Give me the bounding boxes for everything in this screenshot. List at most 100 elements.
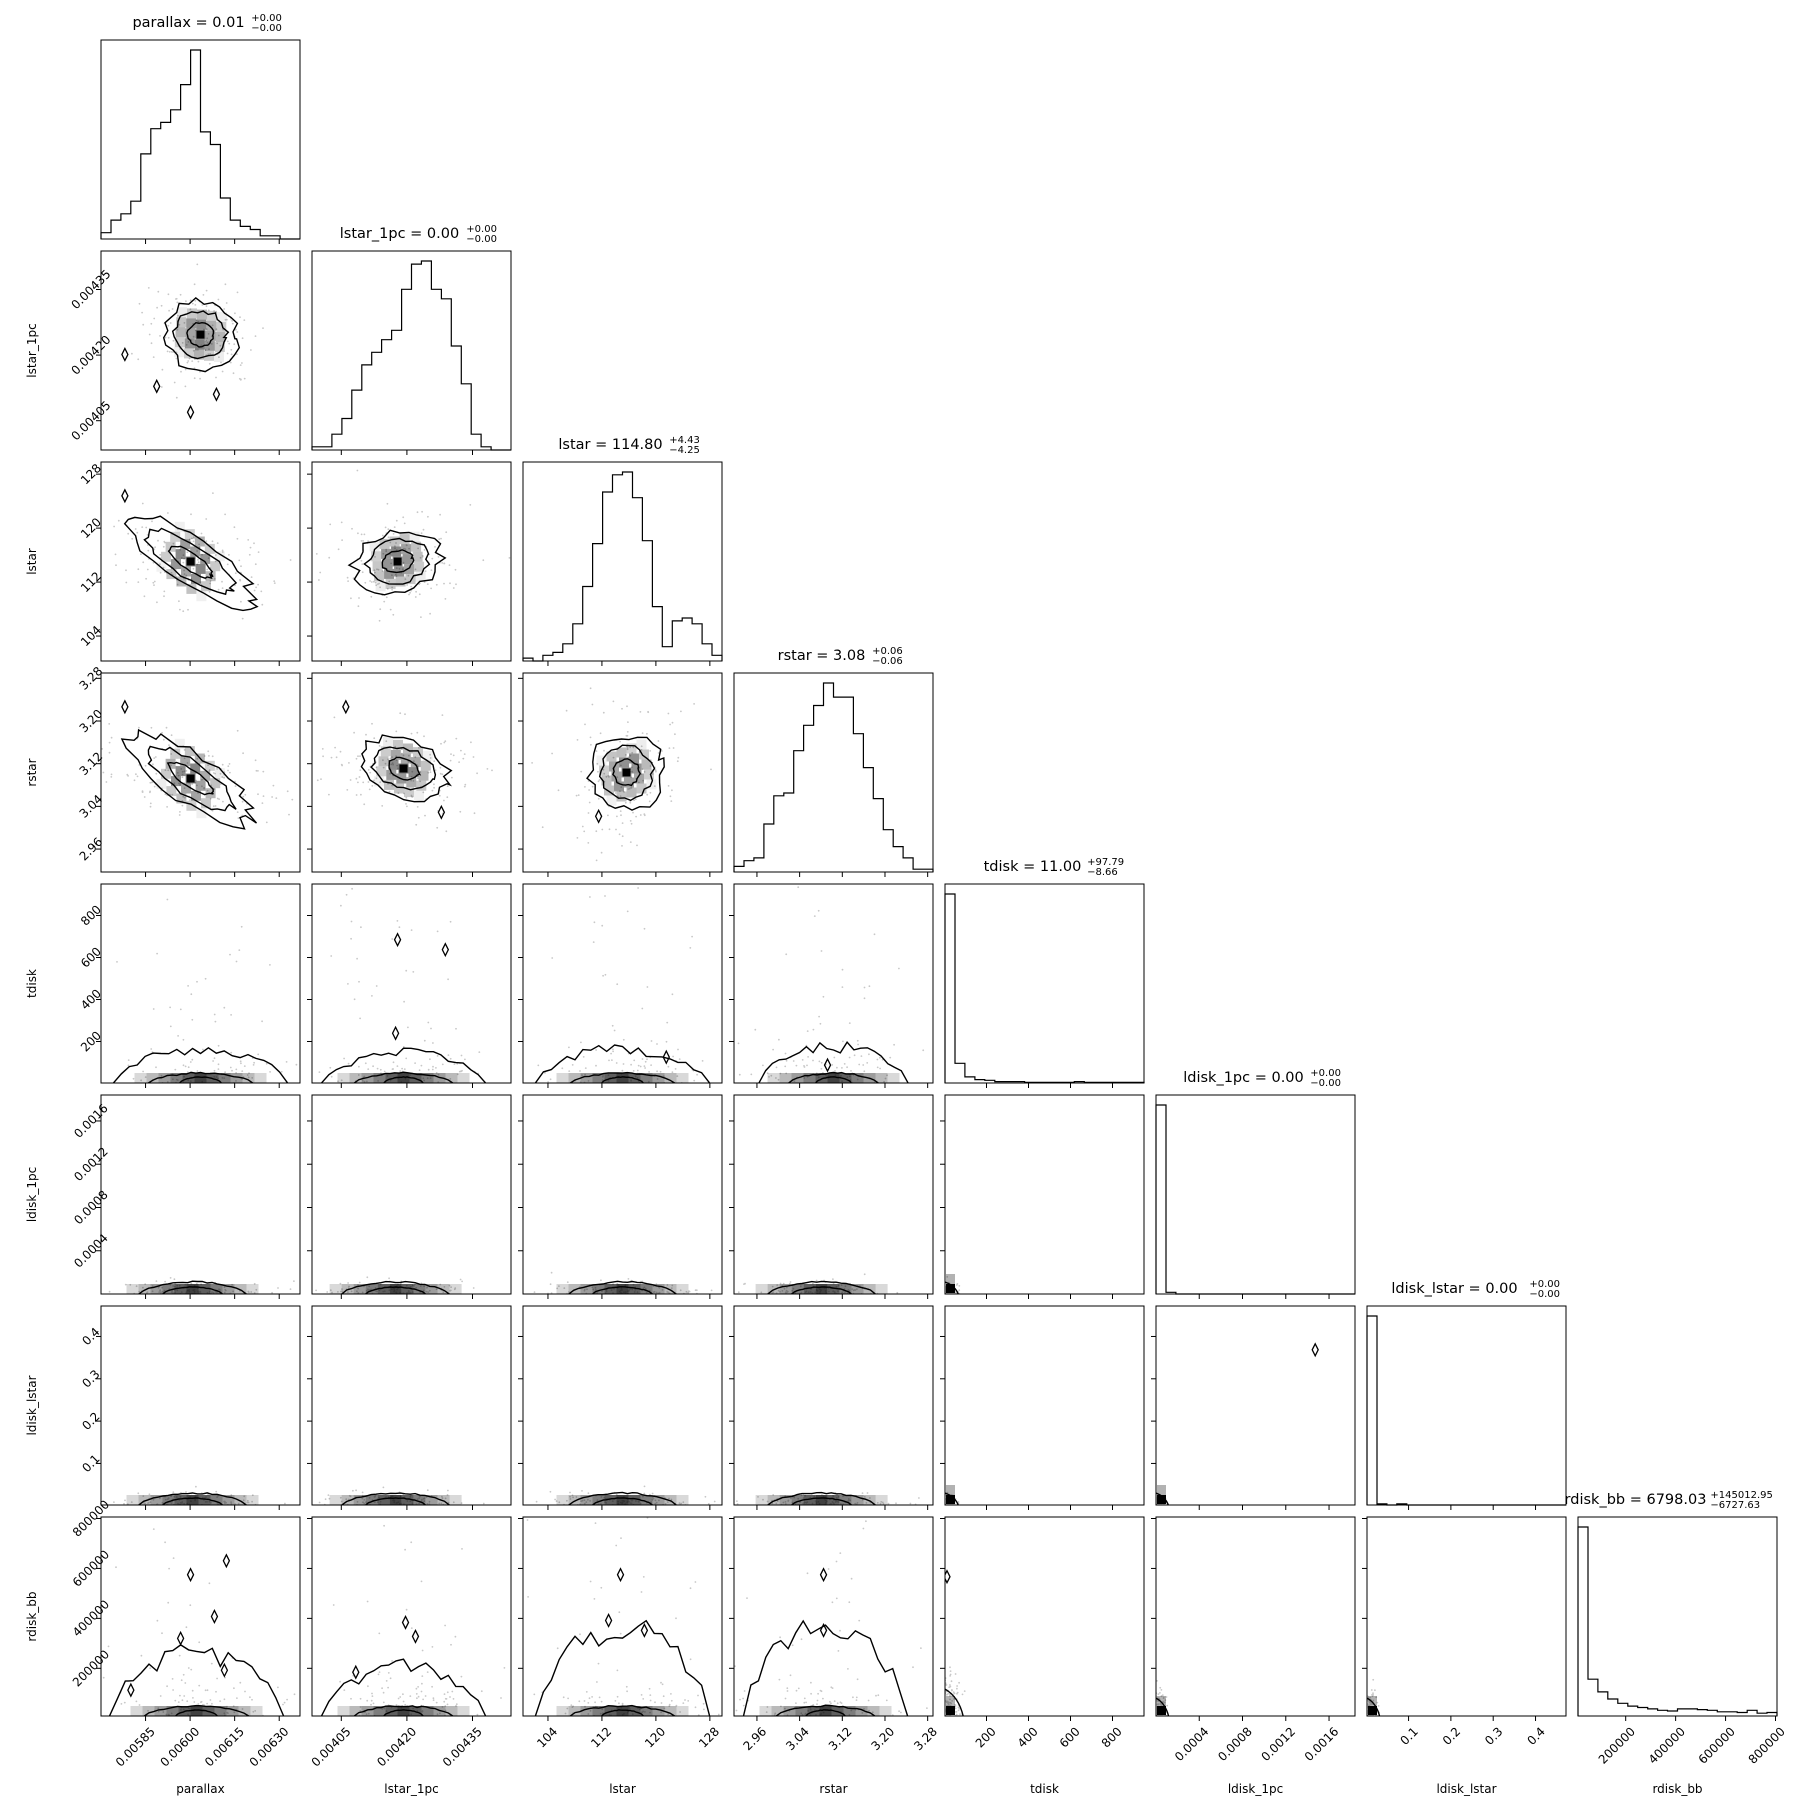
sample-point [348, 762, 350, 764]
density-cell [365, 1495, 378, 1505]
sample-point [464, 1058, 466, 1061]
sample-point [785, 1059, 788, 1062]
sample-point [179, 293, 182, 296]
sample-point [644, 1060, 647, 1063]
density-cell [397, 1073, 410, 1083]
contour-outer [945, 1492, 959, 1505]
sample-point [230, 1051, 233, 1054]
title-plus-error: +0.00 [1310, 1068, 1341, 1079]
sample-point [203, 328, 205, 331]
sample-point [361, 563, 364, 565]
sample-point [428, 1500, 431, 1503]
sample-point [812, 1059, 814, 1062]
sample-point [169, 1025, 172, 1028]
density-cell [1157, 1495, 1166, 1504]
sample-point [175, 297, 178, 300]
density-cell [437, 1495, 450, 1505]
sample-point [401, 1067, 403, 1070]
sample-point [685, 1290, 688, 1293]
sample-point [373, 779, 375, 782]
sample-point [206, 1702, 209, 1705]
sample-point [333, 716, 336, 719]
sample-point [150, 726, 153, 729]
sample-point [391, 1660, 393, 1662]
sample-point [579, 1633, 581, 1636]
sample-point [654, 1499, 657, 1502]
sample-point [184, 1065, 187, 1068]
sample-point [206, 568, 209, 571]
sample-point [441, 1495, 443, 1498]
density-cell [150, 1284, 163, 1294]
sample-point [408, 754, 410, 757]
x-tick-label: 0.0016 [1302, 1724, 1342, 1764]
sample-point [649, 1694, 652, 1696]
sample-point [687, 1700, 690, 1702]
sample-point [363, 1075, 366, 1078]
sample-point [569, 1498, 572, 1500]
sample-point [153, 757, 156, 759]
sample-point [615, 1544, 618, 1547]
sample-point [230, 348, 233, 351]
density-cell [365, 1284, 378, 1294]
sample-point [410, 776, 413, 778]
sample-point [162, 738, 165, 741]
sample-point [812, 1028, 815, 1031]
sample-point [871, 1711, 874, 1714]
sample-point [236, 537, 239, 540]
sample-point [216, 768, 219, 770]
density-cell [759, 1706, 772, 1716]
sample-point [784, 1697, 787, 1700]
sample-point [439, 1283, 442, 1286]
panel-frame-parallax-tdisk [100, 883, 301, 1084]
panel-frame-parallax-lstar [100, 461, 301, 662]
density-cell [170, 1073, 183, 1083]
sample-point [608, 1059, 610, 1062]
sample-point [1372, 1678, 1375, 1681]
sample-point [589, 687, 592, 690]
sample-point [886, 1074, 888, 1077]
density-cell [214, 551, 225, 562]
density-cell [568, 1284, 581, 1294]
contour-island [220, 1662, 229, 1678]
sample-point [403, 1000, 405, 1003]
sample-point [363, 1080, 366, 1083]
density-cell [185, 328, 196, 339]
panel-frame-tdisk-rdisk_bb [944, 1516, 1145, 1717]
panel-frame-lstar_1pc-lstar_1pc [311, 250, 512, 451]
sample-point [383, 1524, 385, 1527]
sample-point [277, 1287, 279, 1289]
sample-point [1165, 1696, 1168, 1698]
sample-point [253, 589, 256, 592]
sample-point [171, 1678, 174, 1680]
sample-point [430, 587, 432, 590]
sample-point [830, 1702, 832, 1705]
sample-point [601, 828, 604, 831]
sample-point [252, 1064, 255, 1066]
contour-island [121, 347, 129, 362]
sample-point [851, 1288, 854, 1290]
density-cell [457, 1073, 470, 1083]
x-tick-label: 0.00615 [202, 1724, 247, 1769]
sample-point [241, 1708, 244, 1710]
sample-point [209, 582, 212, 585]
density-cell [596, 755, 607, 766]
sample-point [416, 511, 419, 514]
sample-point [448, 564, 451, 566]
sample-point [620, 764, 622, 767]
density-cell [174, 1495, 187, 1505]
sample-point [856, 1288, 858, 1290]
density-cell [851, 1073, 864, 1083]
sample-point [361, 1291, 364, 1294]
sample-point [754, 1028, 757, 1031]
sample-point [193, 1701, 196, 1703]
sample-point [633, 799, 635, 802]
sample-point [191, 1689, 194, 1692]
sample-point [433, 786, 435, 789]
sample-point [893, 1043, 895, 1046]
sample-point [361, 1491, 364, 1494]
sample-point [213, 788, 216, 791]
contour-inner [186, 321, 215, 348]
sample-point [171, 793, 174, 796]
sample-point [208, 769, 211, 772]
sample-point [160, 1291, 162, 1293]
